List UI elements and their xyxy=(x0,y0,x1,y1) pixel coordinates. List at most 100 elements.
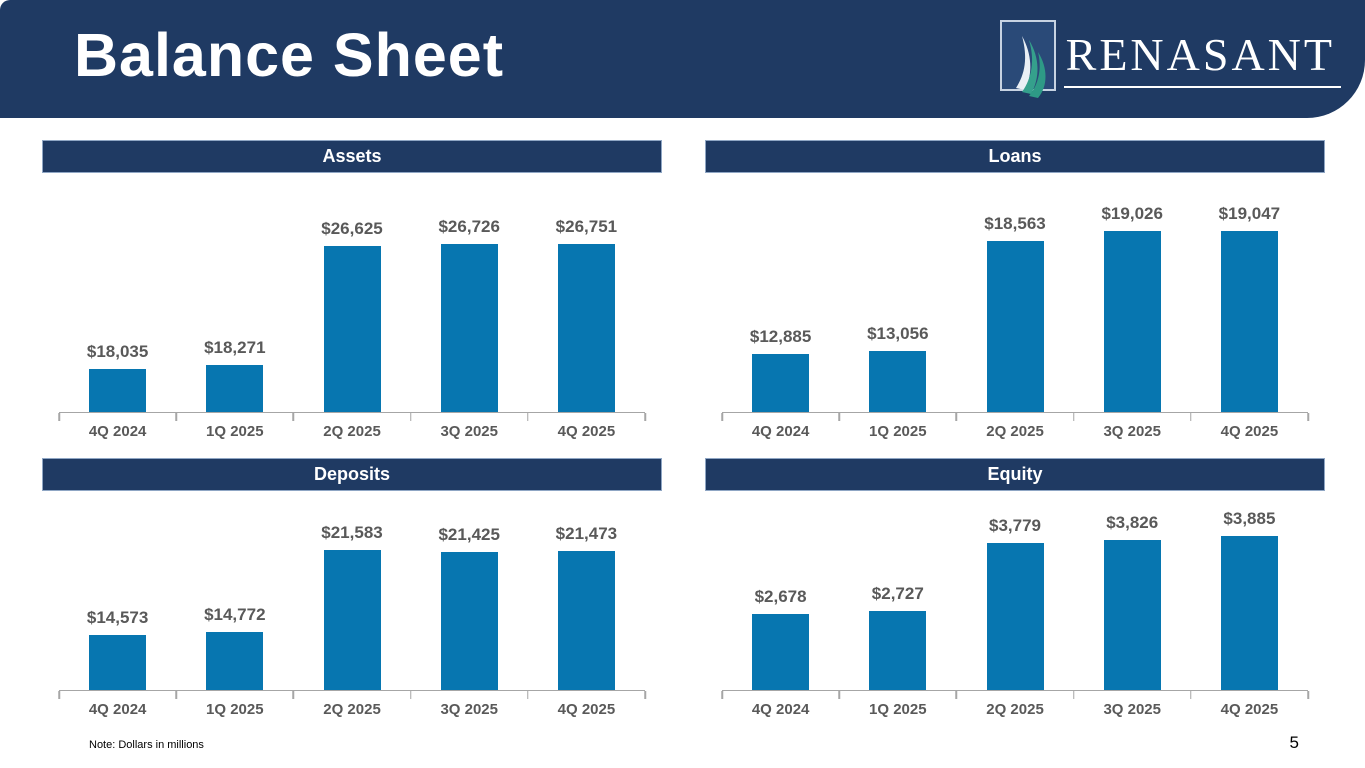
loans-chart-panel: Loans $12,885 $13,056 $18,563 $19,026 $19,04… xyxy=(705,140,1325,440)
x-axis-label: 2Q 2025 xyxy=(986,423,1044,440)
bar-column: $18,271 xyxy=(176,173,293,412)
bar-column: $19,047 xyxy=(1191,173,1308,412)
bar-value-label: $14,573 xyxy=(86,608,149,627)
logo-mark xyxy=(999,20,1056,98)
bar-value-label: $26,751 xyxy=(555,217,618,236)
x-axis-labels: 4Q 2024 1Q 2025 2Q 2025 3Q 2025 4Q 2025 xyxy=(705,421,1325,440)
bar xyxy=(323,246,381,412)
axis-tick xyxy=(527,413,529,421)
axis-tick xyxy=(58,691,60,699)
swoosh-icon xyxy=(1015,36,1046,98)
axis-tick xyxy=(721,691,723,699)
axis-tick xyxy=(838,691,840,699)
bar xyxy=(440,244,498,412)
bar-value-label: $18,563 xyxy=(984,214,1046,233)
bar-column: $2,678 xyxy=(722,491,839,690)
axis-tick xyxy=(838,413,840,421)
bar-column: $12,885 xyxy=(722,173,839,412)
axis-tick xyxy=(955,413,958,421)
bar-value-label: $14,772 xyxy=(204,605,266,624)
header-band: Balance Sheet RENASANT xyxy=(0,0,1365,118)
axis-tick xyxy=(292,691,295,699)
bar-column: $2,727 xyxy=(839,491,956,690)
loans-panel-header: Loans xyxy=(705,140,1325,173)
bar-column: $3,826 xyxy=(1074,491,1191,690)
panel-title: Deposits xyxy=(313,464,391,484)
bar-value-label: $2,678 xyxy=(754,587,807,606)
axis-tick xyxy=(409,691,412,699)
bar-column: $26,625 xyxy=(293,173,410,412)
bar-column: $13,056 xyxy=(839,173,956,412)
x-axis-labels: 4Q 2024 1Q 2025 2Q 2025 3Q 2025 4Q 2025 xyxy=(42,421,662,440)
x-axis-label: 4Q 2024 xyxy=(88,423,147,440)
assets-chart-panel: Assets $18,035 $18,271 $26,625 $26,726 $26,7… xyxy=(42,140,662,440)
deposits-chart-plot: $14,573 $14,772 $21,583 $21,425 $21,473 xyxy=(42,491,662,690)
bar xyxy=(869,351,927,412)
x-axis-label: 3Q 2025 xyxy=(1103,423,1161,440)
panel-title: Loans xyxy=(988,146,1042,166)
x-axis xyxy=(721,690,1309,699)
axis-tick xyxy=(175,413,177,421)
bar-column: $3,885 xyxy=(1191,491,1308,690)
bar xyxy=(206,632,264,690)
bar-column: $14,772 xyxy=(176,491,293,690)
assets-chart-plot: $18,035 $18,271 $26,625 $26,726 $26,751 xyxy=(42,173,662,412)
axis-tick xyxy=(1072,413,1075,421)
bar xyxy=(89,369,147,412)
x-axis-label: 2Q 2025 xyxy=(323,701,381,718)
page-number: 5 xyxy=(1289,733,1299,752)
axis-tick xyxy=(58,413,60,421)
bar-column: $26,751 xyxy=(528,173,645,412)
bar xyxy=(440,552,498,690)
x-axis-label: 1Q 2025 xyxy=(206,701,264,718)
bar-column: $3,779 xyxy=(956,491,1073,690)
x-axis-label: 4Q 2025 xyxy=(1220,701,1279,718)
bar-value-label: $19,047 xyxy=(1218,204,1281,223)
panel-title: Assets xyxy=(322,146,382,166)
x-axis-label: 1Q 2025 xyxy=(869,701,927,718)
x-axis-label: 4Q 2024 xyxy=(88,701,147,718)
bar-value-label: $2,727 xyxy=(871,584,924,603)
axis-tick xyxy=(175,691,177,699)
bar-value-label: $12,885 xyxy=(749,327,812,346)
equity-chart-panel: Equity $2,678 $2,727 $3,779 $3,826 $3,885 4Q… xyxy=(705,458,1325,718)
deposits-chart-panel: Deposits $14,573 $14,772 $21,583 $21,425 $21… xyxy=(42,458,662,718)
x-axis-label: 3Q 2025 xyxy=(440,701,498,718)
x-axis-label: 2Q 2025 xyxy=(986,701,1044,718)
x-axis-label: 4Q 2025 xyxy=(1220,423,1279,440)
bar-value-label: $21,583 xyxy=(321,523,383,542)
bar xyxy=(1220,536,1278,690)
bar-column: $14,573 xyxy=(59,491,176,690)
bar xyxy=(557,551,615,690)
bar-column: $26,726 xyxy=(411,173,528,412)
bar-value-label: $26,726 xyxy=(438,217,500,236)
x-axis-label: 3Q 2025 xyxy=(440,423,498,440)
axis-tick xyxy=(644,691,646,699)
bar xyxy=(1103,540,1161,690)
bar-value-label: $26,625 xyxy=(321,219,383,238)
axis-tick xyxy=(955,691,958,699)
bar-value-label: $3,885 xyxy=(1223,509,1276,528)
axis-tick xyxy=(1190,413,1192,421)
x-axis-labels: 4Q 2024 1Q 2025 2Q 2025 3Q 2025 4Q 2025 xyxy=(42,699,662,718)
x-axis xyxy=(58,412,646,421)
axis-tick xyxy=(644,413,646,421)
axis-tick xyxy=(1072,691,1075,699)
axis-tick xyxy=(1190,691,1192,699)
bar-column: $21,583 xyxy=(293,491,410,690)
x-axis-labels: 4Q 2024 1Q 2025 2Q 2025 3Q 2025 4Q 2025 xyxy=(705,699,1325,718)
bar xyxy=(557,244,615,412)
bar xyxy=(869,611,927,690)
bar-column: $19,026 xyxy=(1074,173,1191,412)
x-axis-label: 3Q 2025 xyxy=(1103,701,1161,718)
equity-chart-plot: $2,678 $2,727 $3,779 $3,826 $3,885 xyxy=(705,491,1325,690)
x-axis xyxy=(58,690,646,699)
bar-column: $18,035 xyxy=(59,173,176,412)
bar-column: $21,473 xyxy=(528,491,645,690)
bar xyxy=(1103,231,1161,412)
bar-value-label: $18,271 xyxy=(204,338,266,357)
company-logo: RENASANT xyxy=(999,20,1341,98)
bar xyxy=(323,550,381,690)
assets-panel-header: Assets xyxy=(42,140,662,173)
